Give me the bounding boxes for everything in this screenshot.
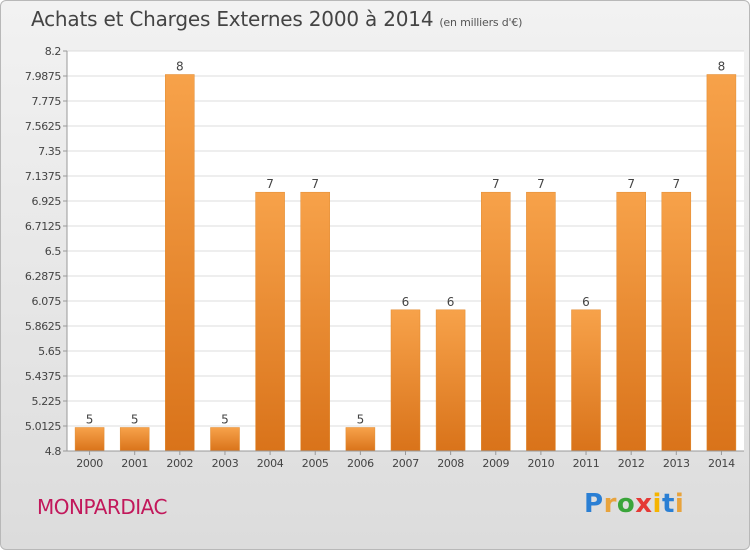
x-axis: 2000 2001 2002 2003 2004 2005 2006 2007 2008 2009… <box>67 450 744 470</box>
data-label: 6 <box>402 295 410 309</box>
logo-letter: o <box>616 489 636 519</box>
bar-2001 <box>119 427 150 452</box>
y-tick-label: 6.2875 <box>25 270 61 283</box>
proxiti-logo: Proxiti <box>584 489 684 519</box>
bar-2012 <box>616 191 646 452</box>
data-label: 7 <box>266 177 274 191</box>
chart-title: Achats et Charges Externes 2000 à 2014 (e… <box>31 7 522 31</box>
y-tick-label: 5.65 <box>38 345 61 358</box>
y-tick-label: 6.5 <box>45 245 62 258</box>
bar-2007 <box>390 309 421 452</box>
commune-name: MONPARDIAC <box>37 495 167 519</box>
y-tick-label: 7.775 <box>32 95 62 108</box>
x-tick-label: 2005 <box>302 457 329 470</box>
data-label: 8 <box>718 60 726 74</box>
logo-letter: i <box>652 489 662 519</box>
x-tick-label: 2006 <box>347 457 374 470</box>
x-tick-label: 2011 <box>573 457 600 470</box>
y-tick-label: 6.925 <box>32 195 62 208</box>
bar-2008 <box>435 309 466 452</box>
x-tick-label: 2002 <box>166 457 193 470</box>
y-tick-label: 7.9875 <box>25 70 61 83</box>
x-tick-label: 2012 <box>618 457 645 470</box>
bars: 5 5 8 5 7 7 5 6 6 7 7 6 7 7 8 <box>74 60 737 452</box>
bar-2005 <box>300 191 330 452</box>
bar-2013 <box>661 191 692 452</box>
data-label: 5 <box>86 413 94 427</box>
x-tick-label: 2010 <box>528 457 555 470</box>
x-tick-label: 2009 <box>482 457 509 470</box>
bar-2009 <box>481 191 511 452</box>
y-tick-label: 6.7125 <box>25 220 61 233</box>
y-tick-label: 7.35 <box>38 145 61 158</box>
logo-letter: i <box>674 489 685 519</box>
data-label: 6 <box>447 295 455 309</box>
data-label: 6 <box>582 295 590 309</box>
bar-2003 <box>210 427 240 452</box>
bar-2006 <box>345 427 376 452</box>
logo-letter: x <box>635 489 653 519</box>
title-text: Achats et Charges Externes 2000 à 2014 <box>31 7 434 31</box>
y-tick-label: 7.5625 <box>25 120 61 133</box>
logo-letter: P <box>584 489 604 519</box>
data-label: 7 <box>672 177 680 191</box>
bar-2002 <box>165 74 195 452</box>
y-axis: 4.8 5.0125 5.225 5.4375 5.65 5.8625 6.075 6.287… <box>25 45 68 458</box>
y-tick-label: 5.225 <box>32 395 62 408</box>
data-label: 7 <box>537 177 545 191</box>
y-tick-label: 4.8 <box>45 445 62 458</box>
x-tick-label: 2007 <box>392 457 419 470</box>
y-tick-label: 5.8625 <box>25 320 61 333</box>
bar-2014 <box>706 74 737 452</box>
y-tick-label: 5.0125 <box>25 420 61 433</box>
data-label: 7 <box>311 177 319 191</box>
x-tick-label: 2004 <box>257 457 284 470</box>
logo-letter: t <box>661 489 675 519</box>
y-tick-label: 5.4375 <box>25 370 61 383</box>
bar-2010 <box>526 191 556 452</box>
data-label: 5 <box>357 413 365 427</box>
x-tick-label: 2013 <box>663 457 690 470</box>
x-tick-label: 2014 <box>708 457 735 470</box>
y-tick-label: 7.1375 <box>25 170 61 183</box>
title-unit: (en milliers d'€) <box>439 16 523 29</box>
x-tick-label: 2001 <box>121 457 148 470</box>
y-tick-label: 8.2 <box>45 45 61 58</box>
data-label: 5 <box>131 413 139 427</box>
bar-2000 <box>74 427 105 452</box>
data-label: 7 <box>492 177 500 191</box>
logo-letter: r <box>603 489 617 519</box>
y-tick-label: 6.075 <box>32 295 62 308</box>
data-label: 7 <box>627 177 635 191</box>
x-tick-label: 2003 <box>212 457 239 470</box>
data-label: 8 <box>176 60 184 74</box>
bar-2004 <box>255 191 285 452</box>
data-label: 5 <box>221 413 229 427</box>
bar-2011 <box>571 309 601 452</box>
x-tick-label: 2000 <box>76 457 103 470</box>
x-tick-label: 2008 <box>437 457 464 470</box>
